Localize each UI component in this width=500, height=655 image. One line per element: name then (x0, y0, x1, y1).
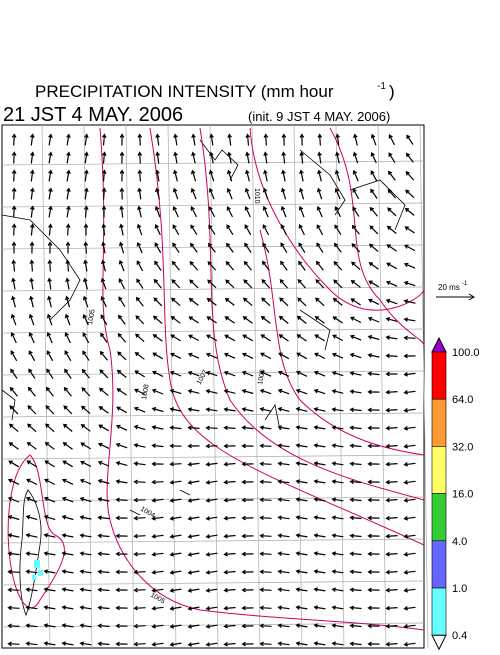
colorbar-box (431, 446, 447, 494)
colorbar-label: 16.0 (452, 489, 473, 501)
contour-label: 1005 (87, 309, 97, 326)
grid-line (1, 202, 425, 208)
colorbar-cap (431, 336, 447, 353)
coastlines (1, 139, 406, 617)
colorbar-label: 4.0 (452, 536, 467, 548)
grid-line (1, 454, 425, 460)
grid-line (41, 124, 51, 649)
grid-line (251, 124, 261, 649)
init-time: (init. 9 JST 4 MAY. 2006) (248, 109, 390, 124)
grid-line (83, 124, 93, 649)
contour-label: 1010 (253, 188, 260, 204)
grid-line (419, 124, 429, 649)
reference-exponent: -1 (462, 281, 468, 287)
contour-label: 1008 (141, 384, 151, 401)
grid-line (167, 124, 177, 649)
grid-line (1, 580, 425, 586)
title: PRECIPITATION INTENSITY (mm hour (35, 82, 334, 101)
grid-line (293, 124, 303, 649)
reference-arrow (436, 293, 475, 301)
wind-vectors (7, 133, 416, 647)
colorbar-cap (431, 634, 447, 651)
colorbar-label: 1.0 (452, 583, 467, 595)
colorbar-box (431, 587, 447, 636)
grid-line (1, 538, 425, 544)
colorbar-label: 100.0 (452, 347, 480, 359)
valid-time: 21 JST 4 MAY. 2006 (3, 104, 183, 126)
colorbar-box (431, 540, 447, 589)
title-exponent: -1 (377, 81, 386, 92)
colorbar-label: 64.0 (452, 394, 473, 406)
grid-line (1, 328, 425, 334)
grid-line (377, 124, 387, 649)
grid-line (1, 412, 425, 418)
reference-label: 20 ms (438, 283, 460, 292)
colorbar-box (431, 351, 447, 400)
contour-label: 1006 (257, 369, 267, 386)
colorbar-box (431, 398, 447, 447)
colorbar-box (431, 493, 447, 542)
lat-lon-grid (1, 124, 429, 649)
precip-cells (32, 560, 43, 580)
title-close: ) (389, 82, 395, 101)
colorbar: 100.0 64.0 32.0 16.0 4.0 1.0 0.4 (431, 336, 480, 651)
grid-line (1, 286, 425, 292)
vector-reference: 20 ms -1 (436, 281, 475, 301)
colorbar-label: 0.4 (452, 630, 467, 642)
grid-line (1, 496, 425, 502)
colorbar-label: 32.0 (452, 441, 473, 453)
grid-line (125, 124, 135, 649)
grid-line (209, 124, 219, 649)
